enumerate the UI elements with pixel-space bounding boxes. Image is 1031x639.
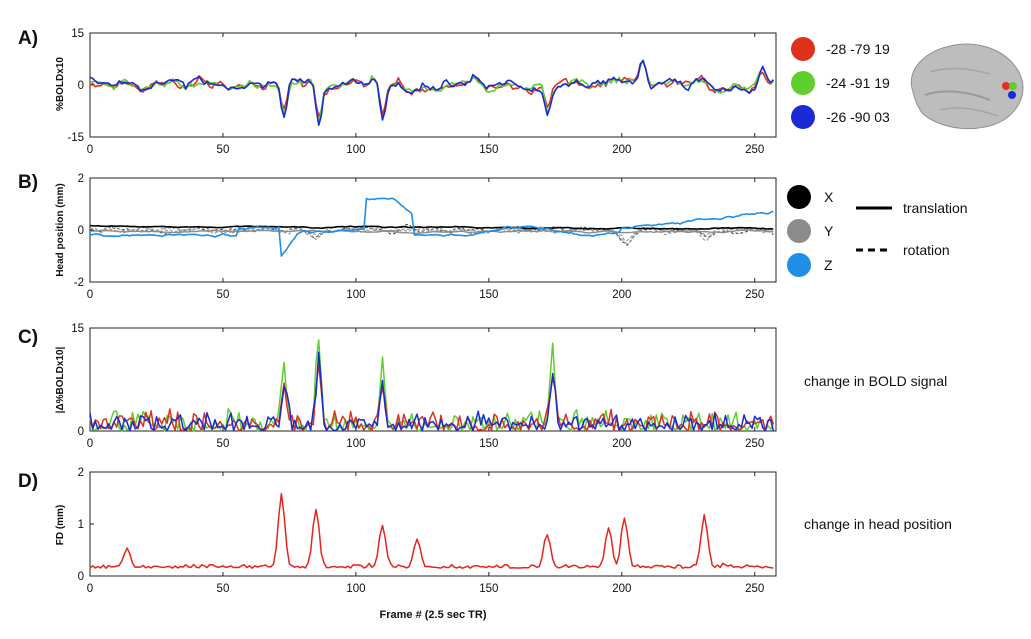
x-tick-label: 50 <box>217 289 230 301</box>
legend-a-marker-1 <box>791 71 815 95</box>
y-tick-label: 0 <box>78 426 84 438</box>
y-tick-label: 2 <box>78 467 84 479</box>
x-tick-label: 150 <box>479 583 498 595</box>
brain-roi-green <box>1009 82 1017 90</box>
panel-b-series <box>89 197 774 257</box>
legend-b-marker-0 <box>787 185 811 209</box>
legend-a-marker-0 <box>791 37 815 61</box>
x-tick-label: 0 <box>87 289 93 301</box>
x-tick-label: 100 <box>346 144 365 156</box>
x-tick-label: 200 <box>612 583 631 595</box>
legend-b-marker-2 <box>787 253 811 277</box>
brain-roi-red <box>1002 82 1010 90</box>
x-tick-label: 50 <box>217 438 230 450</box>
legend-rotation-label: rotation <box>903 242 950 258</box>
legend-b: X Y Z translation rotation <box>787 185 968 277</box>
panel-b: B) Head position (mm) -202 0 50 100 150 200 2… <box>18 172 777 301</box>
panel-d-label: D) <box>18 471 38 492</box>
legend-b-label-2: Z <box>824 257 833 273</box>
brain-illustration <box>910 43 1024 130</box>
series-b-z <box>89 197 774 257</box>
panel-d-series <box>89 492 774 569</box>
x-tick-label: 200 <box>612 144 631 156</box>
x-tick-label: 0 <box>87 438 93 450</box>
legend-b-label-0: X <box>824 189 834 205</box>
x-tick-label: 100 <box>346 583 365 595</box>
series-b-rotation-2 <box>89 225 774 242</box>
x-tick-label: 100 <box>346 289 365 301</box>
y-tick-label: 0 <box>78 80 84 92</box>
x-tick-label: 150 <box>479 438 498 450</box>
x-tick-label: 250 <box>745 583 764 595</box>
note-head-change: change in head position <box>804 516 952 532</box>
panel-c-ylabel: |Δ%BOLDx10| <box>55 346 66 413</box>
y-tick-label: 2 <box>78 173 84 185</box>
panel-b-label: B) <box>18 172 38 193</box>
legend-a-label-2: -26 -90 03 <box>826 109 890 125</box>
x-tick-label: 250 <box>745 289 764 301</box>
series-c-line-2 <box>89 351 775 432</box>
panel-c-xticks: 0 50 100 150 200 250 <box>87 328 764 450</box>
series-b-x <box>89 224 774 230</box>
panel-b-ylabel: Head position (mm) <box>55 183 66 276</box>
x-tick-label: 150 <box>479 289 498 301</box>
y-tick-label: 15 <box>71 28 84 40</box>
y-tick-label: 1 <box>78 519 84 531</box>
x-tick-label: 0 <box>87 144 93 156</box>
panel-a-label: A) <box>18 28 38 49</box>
legend-a-label-0: -28 -79 19 <box>826 41 890 57</box>
panel-a-ylabel: %BOLDx10 <box>55 57 66 111</box>
panel-c: C) |Δ%BOLDx10| 0 15 0 50 100 150 200 250 <box>18 323 777 450</box>
series-d-fd <box>89 492 774 569</box>
y-tick-label: 0 <box>78 225 84 237</box>
series-c-line-0 <box>89 363 775 432</box>
panel-a-series <box>89 59 774 126</box>
legend-translation-label: translation <box>903 200 968 216</box>
panel-d: D) FD (mm) 0 1 2 0 50 100 150 200 250 <box>18 467 777 595</box>
panel-d-ylabel: FD (mm) <box>55 505 66 546</box>
note-bold-change: change in BOLD signal <box>804 373 947 389</box>
panel-a-yticks: -15 0 15 <box>67 28 94 144</box>
panel-d-xticks: 0 50 100 150 200 250 <box>87 472 764 595</box>
x-tick-label: 50 <box>217 583 230 595</box>
panel-c-yticks: 0 15 <box>71 323 94 438</box>
x-tick-label: 250 <box>745 438 764 450</box>
legend-a: -28 -79 19 -24 -91 19 -26 -90 03 <box>791 37 890 129</box>
series-a-line-1 <box>90 59 774 124</box>
x-tick-label: 250 <box>745 144 764 156</box>
legend-b-marker-1 <box>787 219 811 243</box>
x-tick-label: 50 <box>217 144 230 156</box>
panel-c-series <box>89 339 775 432</box>
panel-d-frame <box>89 471 777 577</box>
x-tick-label: 200 <box>612 438 631 450</box>
series-b-y <box>89 229 774 234</box>
y-tick-label: 0 <box>78 571 84 583</box>
x-tick-label: 100 <box>346 438 365 450</box>
x-tick-label: 200 <box>612 289 631 301</box>
panel-a-xticks: 0 50 100 150 200 250 <box>87 33 764 156</box>
y-tick-label: 15 <box>71 323 84 335</box>
legend-a-marker-2 <box>791 105 815 129</box>
panel-c-label: C) <box>18 327 38 348</box>
y-tick-label: -2 <box>74 277 84 289</box>
series-a-line-2 <box>89 59 774 126</box>
panel-b-xticks: 0 50 100 150 200 250 <box>87 178 764 301</box>
legend-a-label-1: -24 -91 19 <box>826 75 890 91</box>
panel-d-yticks: 0 1 2 <box>78 467 94 583</box>
x-tick-label: 150 <box>479 144 498 156</box>
brain-roi-blue <box>1008 91 1016 99</box>
x-axis-label: Frame # (2.5 sec TR) <box>380 609 487 621</box>
panel-c-frame <box>89 327 777 432</box>
legend-b-label-1: Y <box>824 223 834 239</box>
y-tick-label: -15 <box>67 132 84 144</box>
x-tick-label: 0 <box>87 583 93 595</box>
